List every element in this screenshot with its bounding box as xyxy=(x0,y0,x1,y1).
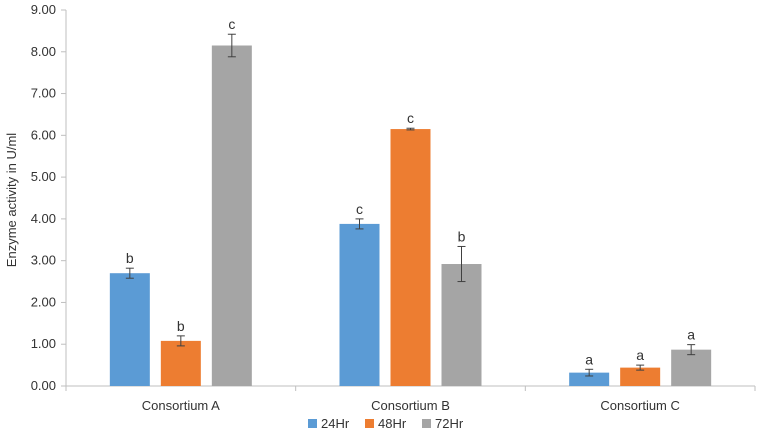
bar xyxy=(671,349,712,386)
x-category-label: Consortium B xyxy=(371,398,450,413)
legend-swatch xyxy=(308,419,317,428)
bar xyxy=(109,273,150,386)
significance-label: c xyxy=(356,201,363,217)
significance-label: b xyxy=(458,228,466,244)
significance-label: b xyxy=(177,318,185,334)
legend: 24Hr 48Hr 72Hr xyxy=(308,416,464,431)
y-axis: 0.00 1.00 2.00 3.00 4.00 5.00 6.00 7.00 8.00 9.00 xyxy=(31,2,67,393)
bar xyxy=(569,372,610,386)
significance-label: a xyxy=(687,327,695,343)
bar xyxy=(211,45,252,387)
bar xyxy=(160,340,201,386)
y-tick-label: 2.00 xyxy=(31,294,56,309)
legend-label: 48Hr xyxy=(378,416,407,431)
bar xyxy=(620,367,661,386)
legend-swatch xyxy=(422,419,431,428)
bar xyxy=(441,264,482,386)
bar xyxy=(390,129,431,387)
y-tick-label: 0.00 xyxy=(31,378,56,393)
bar xyxy=(339,223,380,386)
y-tick-label: 4.00 xyxy=(31,211,56,226)
x-axis: Consortium A Consortium B Consortium C xyxy=(65,385,756,413)
y-tick-label: 6.00 xyxy=(31,127,56,142)
bars-group: b b c c c b a a a xyxy=(109,16,712,387)
significance-label: c xyxy=(407,110,414,126)
y-tick-label: 5.00 xyxy=(31,169,56,184)
legend-label: 72Hr xyxy=(435,416,464,431)
y-tick-label: 8.00 xyxy=(31,44,56,59)
y-tick-label: 3.00 xyxy=(31,253,56,268)
significance-label: c xyxy=(228,16,235,32)
y-tick-label: 7.00 xyxy=(31,86,56,101)
significance-label: b xyxy=(126,250,134,266)
y-tick-label: 1.00 xyxy=(31,336,56,351)
legend-label: 24Hr xyxy=(321,416,350,431)
significance-label: a xyxy=(585,351,593,367)
legend-swatch xyxy=(365,419,374,428)
y-tick-label: 9.00 xyxy=(31,2,56,17)
y-axis-title: Enzyme activity in U/ml xyxy=(4,133,19,267)
significance-label: a xyxy=(636,347,644,363)
x-category-label: Consortium A xyxy=(142,398,220,413)
x-category-label: Consortium C xyxy=(600,398,679,413)
